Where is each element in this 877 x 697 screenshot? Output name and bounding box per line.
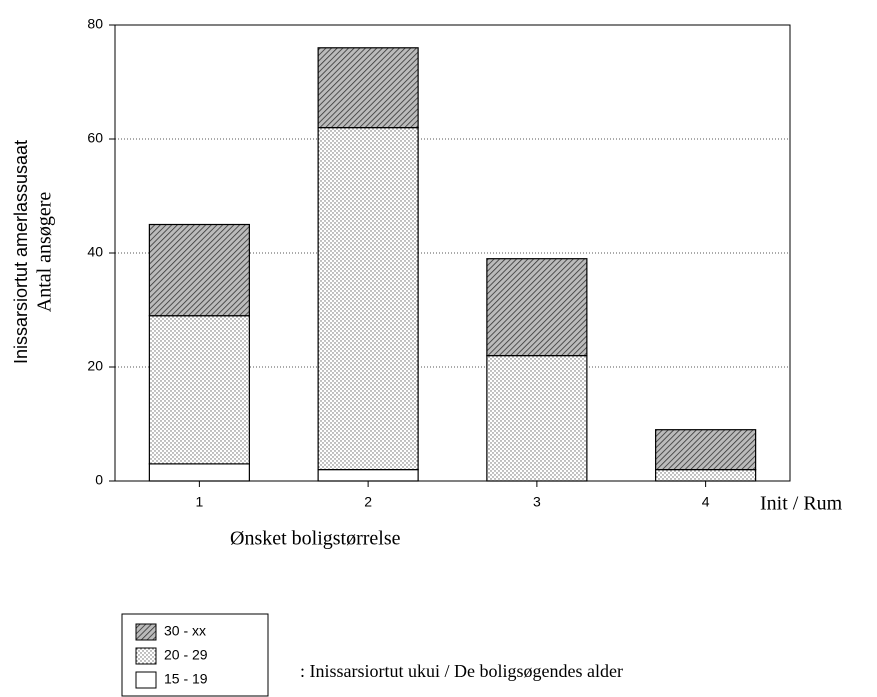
y-axis-label: Inissarsiortut amerlassusaat [11, 140, 31, 364]
bar-segment [655, 469, 757, 482]
bar-segment [317, 47, 419, 129]
plot-frame [114, 24, 791, 482]
bar-segment [655, 429, 757, 471]
bar-segment [486, 355, 588, 482]
bar-segment [148, 223, 250, 317]
legend-swatch [135, 623, 157, 641]
legend-label: 30 - xx [164, 623, 206, 639]
bar-segment [486, 258, 588, 357]
legend-label: 15 - 19 [164, 671, 208, 687]
legend-box [121, 613, 269, 697]
x-tick-label: 1 [195, 494, 203, 510]
x-axis-label: Ønsket boligstørrelse [230, 528, 401, 550]
legend-swatch [135, 647, 157, 665]
y-tick-label: 0 [95, 472, 103, 488]
y-tick-label: 60 [87, 130, 103, 146]
bar-segment [148, 463, 250, 482]
bar-segment [148, 315, 250, 465]
legend-label: 20 - 29 [164, 647, 208, 663]
y-tick-label: 80 [87, 16, 103, 32]
legend-swatch [135, 671, 157, 689]
x-axis-unit: Init / Rum [760, 493, 843, 515]
x-tick-label: 3 [533, 494, 541, 510]
bar-segment [317, 469, 419, 482]
x-tick-label: 4 [702, 494, 710, 510]
y-tick-label: 20 [87, 358, 103, 374]
legend-title: : Inissarsiortut ukui / De boligsøgendes… [300, 661, 623, 681]
x-tick-label: 2 [364, 494, 372, 510]
y-axis-label: Antal ansøgere [34, 192, 56, 313]
bar-segment [317, 126, 419, 471]
y-tick-label: 40 [87, 244, 103, 260]
